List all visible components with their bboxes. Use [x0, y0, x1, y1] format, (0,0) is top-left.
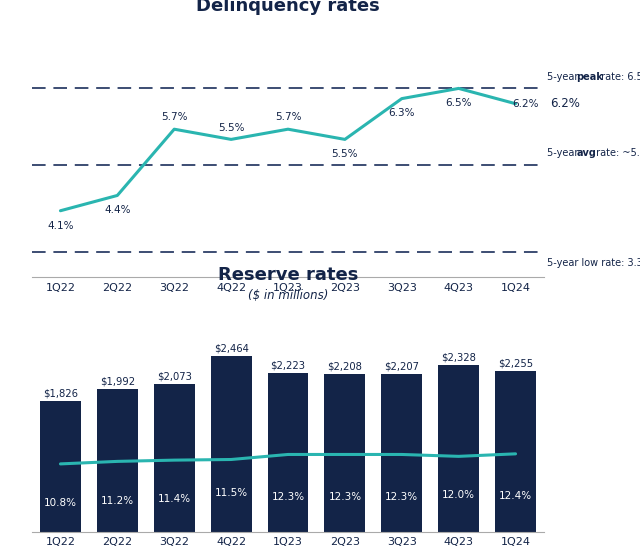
- Text: 4.4%: 4.4%: [104, 205, 131, 215]
- Text: $2,207: $2,207: [384, 362, 419, 372]
- Text: $2,328: $2,328: [441, 353, 476, 363]
- Text: 6.2%: 6.2%: [513, 99, 539, 109]
- Text: 10.8%: 10.8%: [44, 498, 77, 508]
- Text: avg: avg: [577, 148, 596, 158]
- Text: 12.3%: 12.3%: [328, 492, 362, 502]
- Text: 11.5%: 11.5%: [214, 488, 248, 498]
- Bar: [211, 356, 252, 532]
- Text: 5.7%: 5.7%: [275, 112, 301, 122]
- Bar: [381, 374, 422, 532]
- Text: rate: ~5.0%: rate: ~5.0%: [593, 148, 640, 158]
- Bar: [438, 366, 479, 532]
- Text: $2,255: $2,255: [498, 358, 533, 368]
- Title: Delinquency rates: Delinquency rates: [196, 0, 380, 15]
- Text: 6.2%: 6.2%: [550, 97, 580, 110]
- Text: 5.5%: 5.5%: [332, 148, 358, 158]
- Bar: [495, 371, 536, 532]
- Text: 4.1%: 4.1%: [47, 221, 74, 231]
- Text: peak: peak: [577, 72, 604, 82]
- Text: $1,992: $1,992: [100, 377, 135, 387]
- Text: rate: 6.5%: rate: 6.5%: [598, 72, 640, 82]
- Bar: [40, 401, 81, 532]
- Text: $1,826: $1,826: [43, 389, 78, 399]
- Text: 12.3%: 12.3%: [385, 492, 419, 502]
- Text: $2,208: $2,208: [328, 362, 362, 372]
- Text: 6.5%: 6.5%: [445, 98, 472, 107]
- Text: 11.4%: 11.4%: [157, 494, 191, 504]
- Text: $2,464: $2,464: [214, 343, 248, 353]
- Text: 5-year low rate: 3.3%: 5-year low rate: 3.3%: [547, 258, 640, 268]
- Text: ($ in millions): ($ in millions): [248, 289, 328, 302]
- Text: 12.0%: 12.0%: [442, 490, 475, 500]
- Text: 12.4%: 12.4%: [499, 491, 532, 501]
- Bar: [154, 384, 195, 532]
- Text: 5-year: 5-year: [547, 148, 581, 158]
- Bar: [97, 389, 138, 532]
- Text: 12.3%: 12.3%: [271, 492, 305, 502]
- Text: 5.7%: 5.7%: [161, 112, 188, 122]
- Text: 11.2%: 11.2%: [100, 495, 134, 505]
- Bar: [324, 374, 365, 532]
- Text: 5.5%: 5.5%: [218, 122, 244, 132]
- Title: Reserve rates: Reserve rates: [218, 266, 358, 284]
- Text: $2,223: $2,223: [271, 361, 305, 371]
- Text: 6.3%: 6.3%: [388, 108, 415, 118]
- Text: 5-year: 5-year: [547, 72, 581, 82]
- Bar: [268, 373, 308, 532]
- Text: $2,073: $2,073: [157, 371, 191, 381]
